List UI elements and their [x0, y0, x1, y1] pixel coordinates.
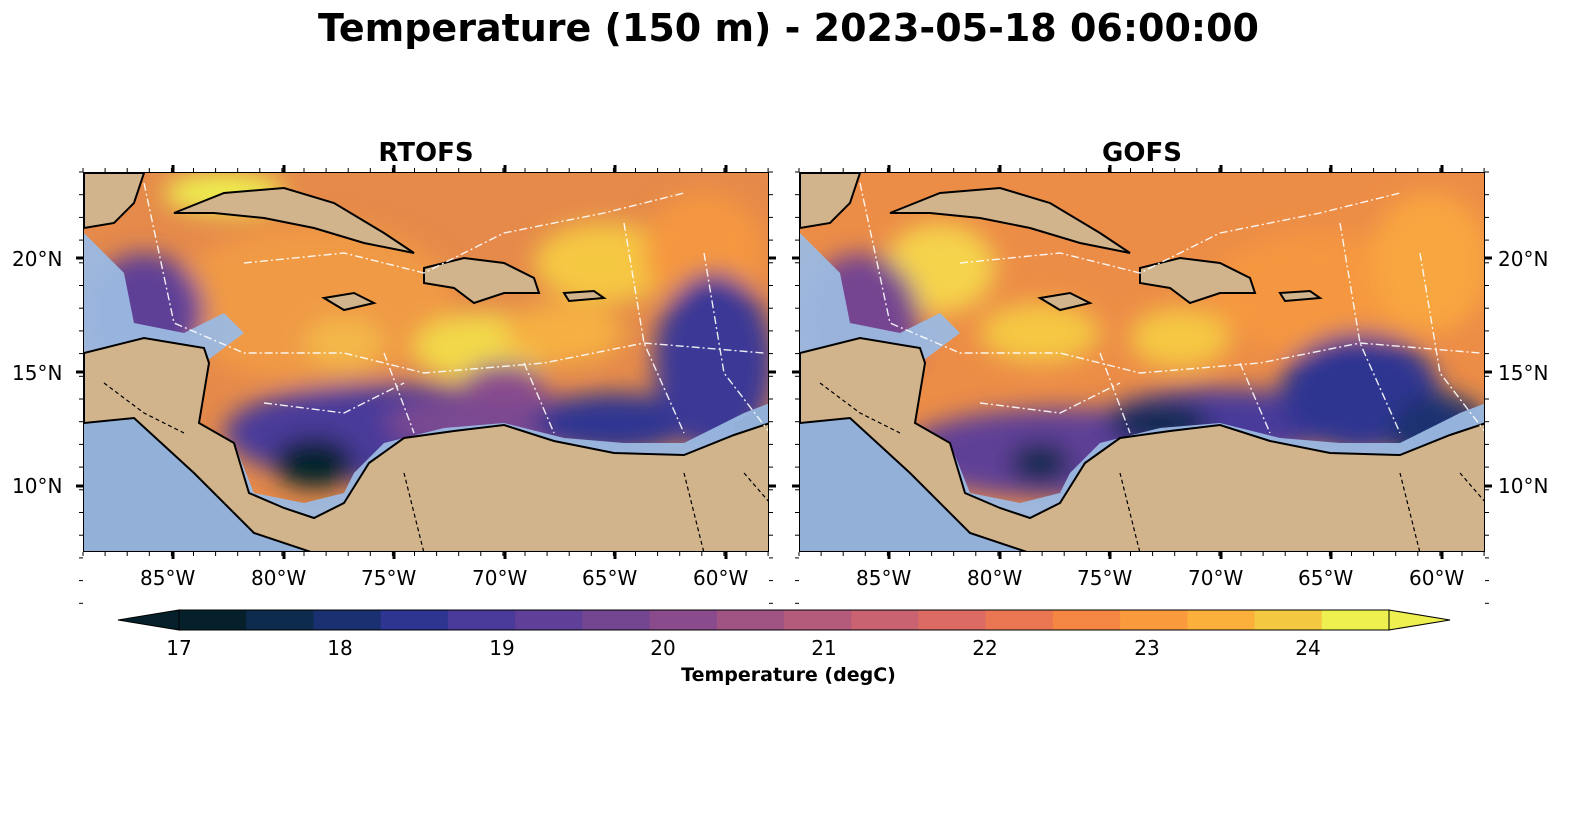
- figure-title: Temperature (150 m) - 2023-05-18 06:00:0…: [317, 6, 1259, 50]
- eez-boundaries: [143, 182, 768, 434]
- lon-tick-60w-right: 60°W: [1409, 566, 1465, 590]
- panel-title-gofs: GOFS: [1102, 138, 1182, 168]
- lon-tick-65w-left: 65°W: [582, 566, 638, 590]
- colorbar-segment: [1120, 610, 1188, 630]
- colorbar-segment: [649, 610, 718, 630]
- colorbar-segment: [716, 610, 785, 630]
- colorbar-segment: [918, 610, 987, 630]
- colorbar-segment: [582, 610, 651, 630]
- lon-tick-75w-right: 75°W: [1077, 566, 1133, 590]
- colorbar-frame: [178, 609, 1390, 631]
- lon-tick-85w-right: 85°W: [856, 566, 912, 590]
- map-gofs: [799, 172, 1485, 552]
- colorbar-segment: [515, 610, 583, 630]
- colorbar-segment: [313, 610, 382, 630]
- central-south-america-land: [800, 336, 1484, 551]
- colorbar-segment: [380, 610, 449, 630]
- yucatan-land: [84, 173, 146, 230]
- colorbar-extend-high: [1388, 609, 1451, 631]
- colorbar: [117, 609, 1451, 631]
- lat-tick-15n-left: 15°N: [12, 361, 63, 385]
- map-rtofs: [83, 172, 769, 552]
- colorbar-tick-21: 21: [811, 636, 837, 660]
- hispaniola-land: [423, 256, 541, 305]
- colorbar-tick-23: 23: [1134, 636, 1160, 660]
- jamaica-land: [1037, 291, 1093, 312]
- panel-title-rtofs: RTOFS: [378, 138, 474, 168]
- map-gofs-svg: [800, 173, 1484, 551]
- lon-tick-80w-right: 80°W: [967, 566, 1023, 590]
- map-rtofs-svg: [84, 173, 768, 551]
- lat-tick-10n-right: 10°N: [1498, 474, 1549, 498]
- jamaica-land: [321, 291, 377, 312]
- lon-tick-70w-right: 70°W: [1188, 566, 1244, 590]
- lon-tick-80w-left: 80°W: [251, 566, 307, 590]
- colorbar-tick-20: 20: [650, 636, 676, 660]
- country-borders: [103, 382, 768, 551]
- colorbar-tick-22: 22: [972, 636, 998, 660]
- colorbar-tick-17: 17: [166, 636, 192, 660]
- cuba-land: [889, 186, 1131, 254]
- cuba-land: [173, 186, 415, 254]
- colorbar-segment: [1187, 610, 1256, 630]
- yucatan-land: [800, 173, 862, 230]
- colorbar-segment: [784, 610, 852, 630]
- lat-tick-20n-left: 20°N: [12, 247, 63, 271]
- central-south-america-land: [84, 336, 768, 551]
- lat-tick-15n-right: 15°N: [1498, 361, 1549, 385]
- colorbar-segment: [1052, 610, 1121, 630]
- hispaniola-land: [1139, 256, 1257, 305]
- colorbar-segment: [246, 610, 315, 630]
- colorbar-tick-24: 24: [1295, 636, 1321, 660]
- lon-tick-70w-left: 70°W: [472, 566, 528, 590]
- lat-tick-20n-right: 20°N: [1498, 247, 1549, 271]
- colorbar-label: Temperature (degC): [681, 664, 896, 686]
- eez-boundaries: [859, 182, 1484, 434]
- country-borders: [819, 382, 1484, 551]
- colorbar-segment: [447, 610, 516, 630]
- lat-tick-10n-left: 10°N: [12, 474, 63, 498]
- lon-tick-60w-left: 60°W: [693, 566, 749, 590]
- colorbar-segment: [179, 610, 247, 630]
- colorbar-segment: [1321, 610, 1390, 630]
- puerto-rico-land: [562, 289, 607, 303]
- lon-tick-65w-right: 65°W: [1298, 566, 1354, 590]
- colorbar-tick-19: 19: [489, 636, 515, 660]
- colorbar-segment: [985, 610, 1054, 630]
- colorbar-segment: [1254, 610, 1323, 630]
- puerto-rico-land: [1278, 289, 1323, 303]
- colorbar-extend-low: [117, 609, 180, 631]
- colorbar-segment: [851, 610, 920, 630]
- lon-tick-75w-left: 75°W: [361, 566, 417, 590]
- lon-tick-85w-left: 85°W: [140, 566, 196, 590]
- colorbar-tick-18: 18: [327, 636, 353, 660]
